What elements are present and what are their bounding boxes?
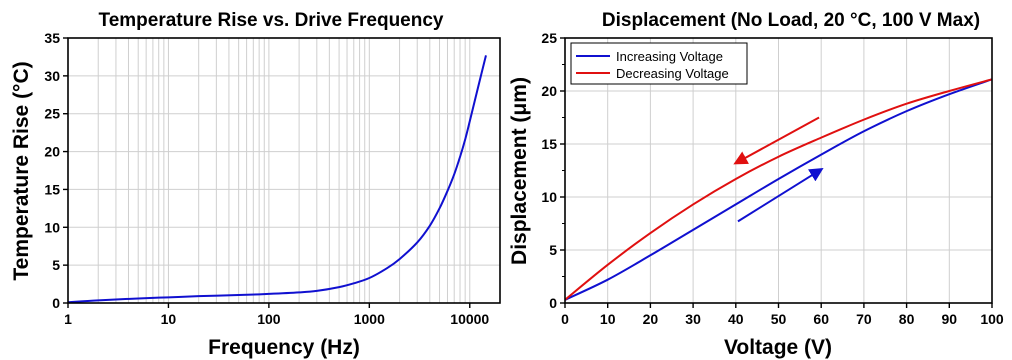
chart-title: Displacement (No Load, 20 °C, 100 V Max): [602, 10, 980, 31]
x-ticks: 0 10 20 30 40 50 60 70 80 90 100: [561, 303, 1004, 327]
x-tick-label: 80: [899, 311, 915, 327]
y-ticks: 0 5 10 15 20 25 30 35: [44, 30, 68, 311]
legend-box: [570, 42, 748, 85]
series-layer: [67, 55, 487, 304]
chart-title: Temperature Rise vs. Drive Frequency: [99, 10, 444, 31]
annotation-arrow: [733, 116, 820, 165]
x-tick-label: 10: [600, 311, 616, 327]
y-tick-label: 25: [44, 106, 60, 122]
y-tick-label: 20: [44, 144, 60, 160]
y-tick-label: 10: [44, 219, 60, 235]
plot-frame: [67, 37, 501, 304]
x-tick-label: 60: [813, 311, 829, 327]
y-tick-label: 0: [549, 295, 557, 311]
x-tick-label: 70: [856, 311, 872, 327]
x-tick-label: 10: [161, 311, 177, 327]
annotations-layer: [733, 116, 824, 223]
y-tick-label: 15: [541, 136, 557, 152]
y-tick-label: 10: [541, 189, 557, 205]
x-tick-label: 100: [257, 311, 281, 327]
y-tick-label: 30: [44, 68, 60, 84]
annotation-arrow: [737, 167, 824, 223]
x-tick-label: 0: [561, 311, 569, 327]
grid: [67, 37, 501, 304]
y-tick-label: 20: [541, 83, 557, 99]
y-ticks: 0 5 10 15 20 25: [541, 30, 565, 311]
series-layer: [564, 78, 993, 301]
series-line: [67, 55, 487, 304]
legend-label-increasing: Increasing Voltage: [616, 49, 723, 64]
y-tick-label: 25: [541, 30, 557, 46]
x-tick-label: 50: [771, 311, 787, 327]
x-tick-label: 90: [942, 311, 958, 327]
y-tick-label: 35: [44, 30, 60, 46]
y-tick-label: 5: [52, 257, 60, 273]
y-tick-label: 0: [52, 295, 60, 311]
legend: Increasing Voltage Decreasing Voltage: [570, 42, 748, 85]
temperature-chart: Temperature Rise vs. Drive Frequency 1 10…: [10, 10, 501, 359]
x-tick-label: 30: [685, 311, 701, 327]
x-tick-label: 40: [728, 311, 744, 327]
series-line-increasing-voltage: [564, 78, 993, 301]
x-tick-label: 10000: [450, 311, 489, 327]
displacement-chart: Displacement (No Load, 20 °C, 100 V Max)…: [508, 10, 1004, 359]
x-axis-label: Frequency (Hz): [208, 336, 360, 359]
y-tick-label: 5: [549, 242, 557, 258]
y-axis-label: Displacement (μm): [508, 77, 531, 265]
y-axis-label: Temperature Rise (°C): [10, 61, 33, 280]
legend-label-decreasing: Decreasing Voltage: [616, 66, 729, 81]
x-tick-label: 20: [643, 311, 659, 327]
series-line-decreasing-voltage: [564, 78, 993, 301]
x-tick-label: 1000: [354, 311, 385, 327]
y-tick-label: 15: [44, 181, 60, 197]
x-tick-label: 100: [980, 311, 1004, 327]
x-ticks: 1 10 100 1000 10000: [64, 303, 489, 327]
x-tick-label: 1: [64, 311, 72, 327]
x-axis-label: Voltage (V): [724, 336, 832, 359]
